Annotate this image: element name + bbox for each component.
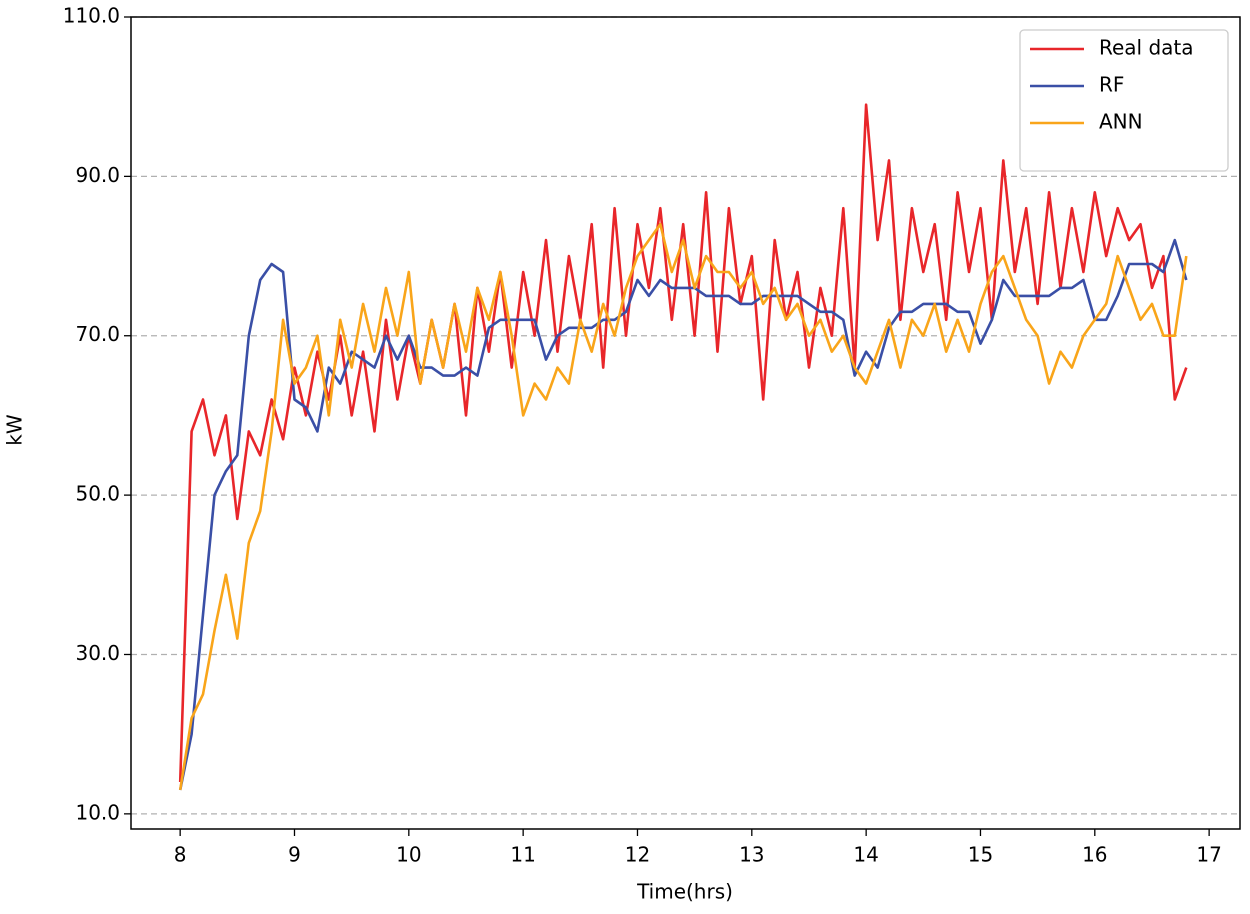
y-tick-label: 50.0 [75, 482, 120, 506]
plot-frame [130, 16, 1241, 830]
x-tick-label: 10 [396, 843, 421, 867]
legend: Real data RF ANN [1019, 29, 1229, 172]
y-axis-label: kW [3, 414, 27, 446]
y-tick-label: 110.0 [63, 4, 120, 28]
legend-label: Real data [1099, 36, 1194, 60]
x-tick-label: 17 [1196, 843, 1221, 867]
x-tick-label: 9 [288, 843, 301, 867]
x-tick-label: 8 [174, 843, 187, 867]
x-tick-label: 16 [1082, 843, 1107, 867]
legend-label: ANN [1099, 110, 1143, 134]
legend-box [1019, 29, 1229, 172]
x-axis-label: Time(hrs) [636, 880, 733, 904]
y-tick-label: 70.0 [75, 322, 120, 346]
x-tick-label: 12 [625, 843, 650, 867]
x-tick-label: 15 [968, 843, 993, 867]
series-line [178, 238, 1188, 791]
legend-label: RF [1099, 73, 1124, 97]
x-tick-label: 11 [510, 843, 535, 867]
y-tick-label: 90.0 [75, 163, 120, 187]
series-line [178, 103, 1188, 783]
x-tick-label: 14 [853, 843, 878, 867]
y-tick-label: 30.0 [75, 641, 120, 665]
series-line [178, 222, 1188, 791]
x-tick-label: 13 [739, 843, 764, 867]
y-tick-label: 10.0 [75, 800, 120, 824]
